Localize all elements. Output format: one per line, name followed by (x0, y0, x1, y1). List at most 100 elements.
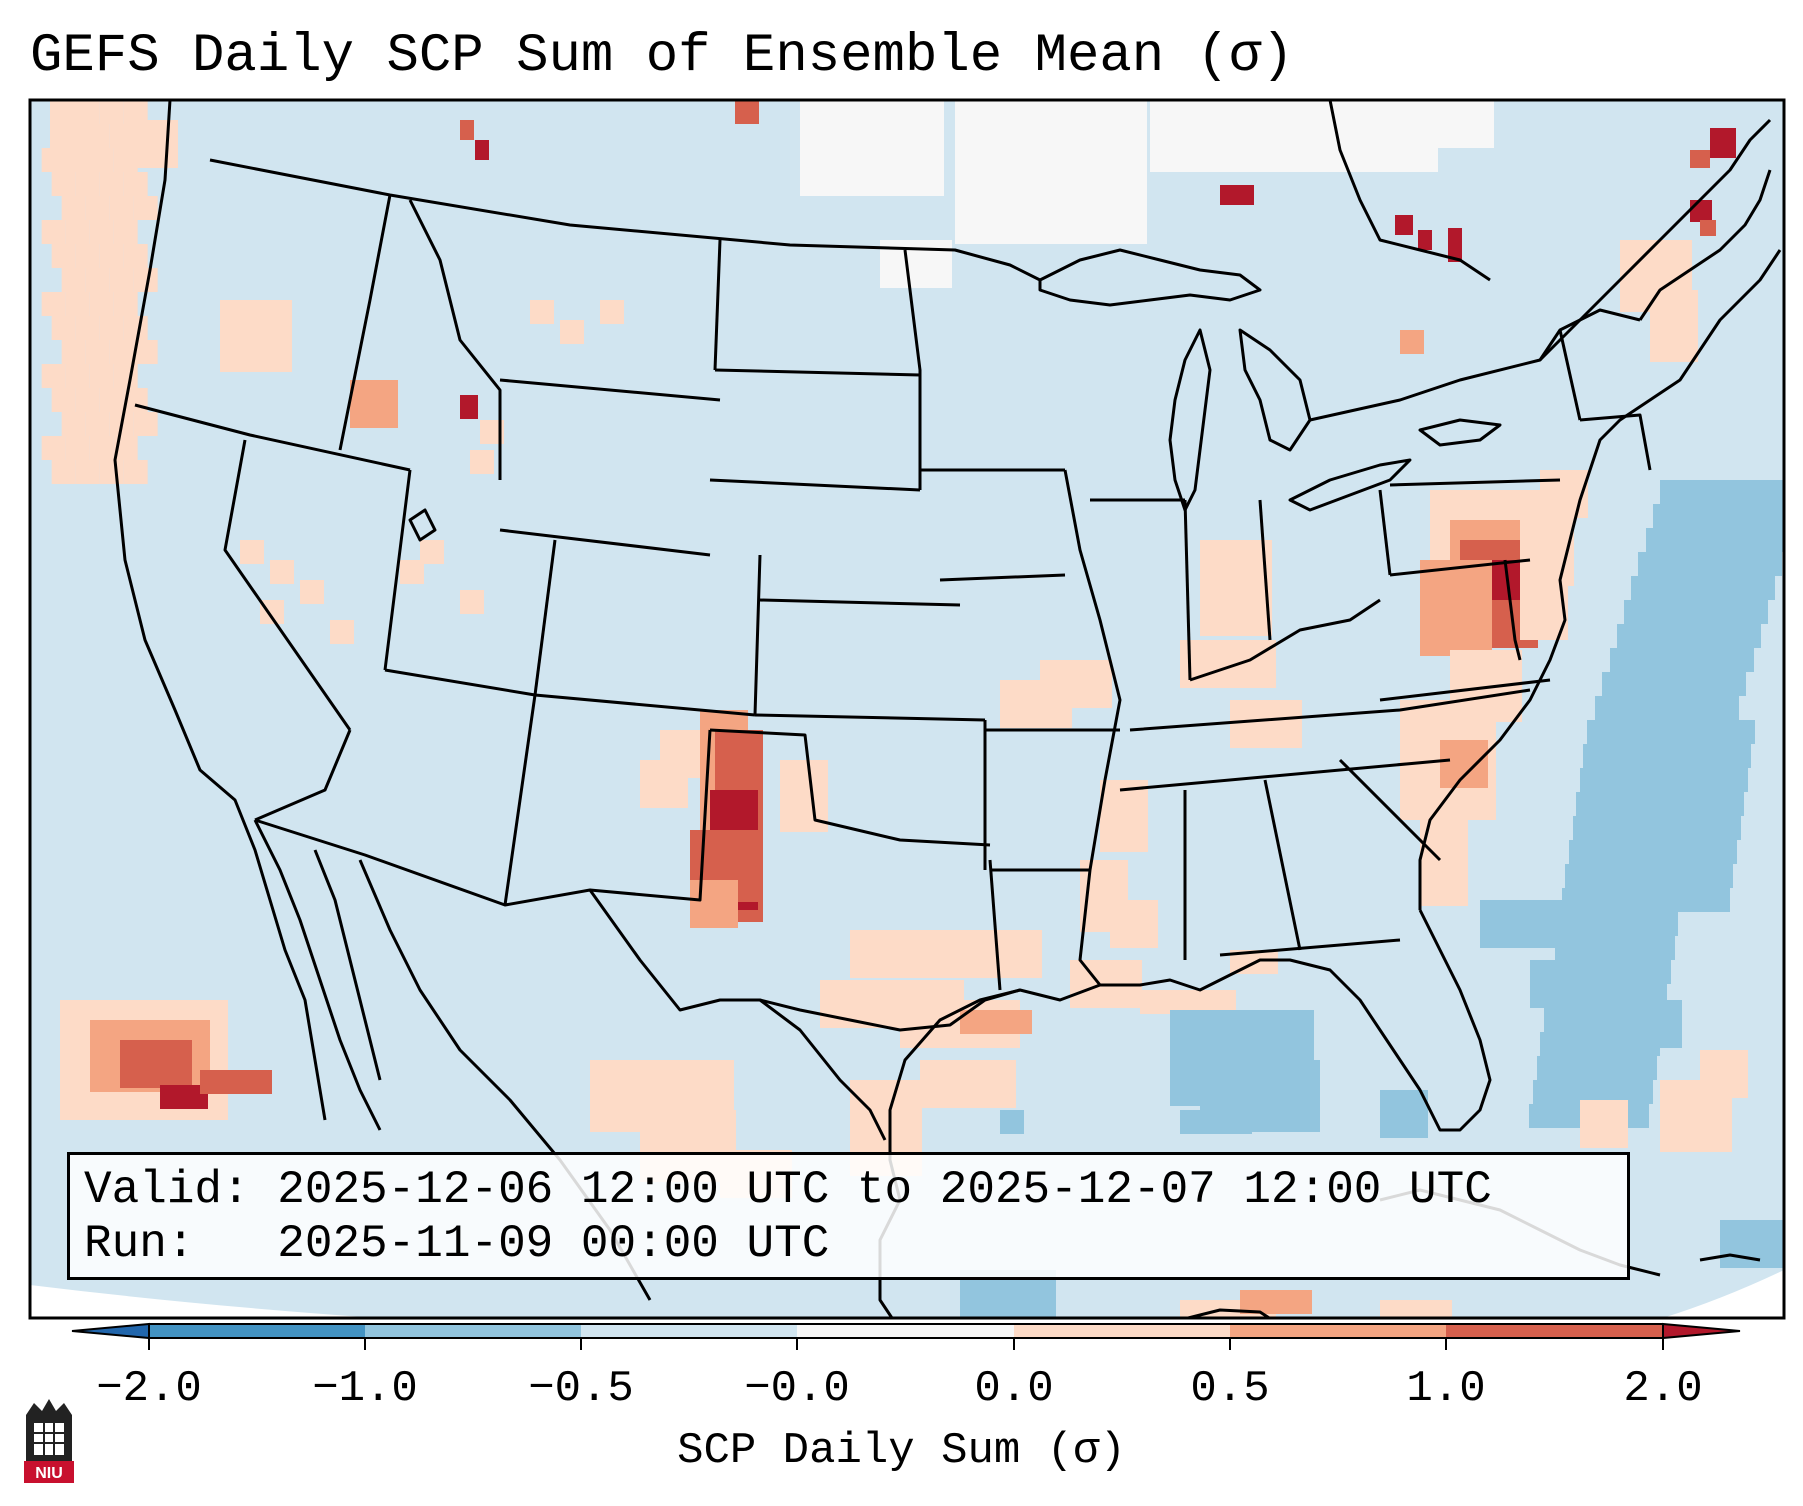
scp-cell (1390, 148, 1414, 172)
scp-cell (1170, 1082, 1194, 1106)
scp-cell (1272, 1060, 1296, 1084)
scp-cell (780, 760, 804, 784)
scp-cell (872, 172, 896, 196)
scp-cell (1027, 172, 1051, 196)
scp-cell (1646, 528, 1670, 552)
scp-cell (1124, 804, 1148, 828)
scp-cell (898, 954, 922, 978)
scp-cell (1520, 520, 1544, 544)
valid-run-box: Valid: 2025-12-06 12:00 UTC to 2025-12-0… (67, 1152, 1630, 1280)
scp-cell (1630, 912, 1654, 936)
scp-cell (1123, 124, 1147, 148)
scp-cell (1099, 196, 1123, 220)
scp-cell (1075, 220, 1099, 244)
scp-cell (1587, 720, 1611, 744)
scp-cell (1725, 504, 1749, 528)
scp-cell (640, 784, 664, 808)
scp-cell (1404, 1090, 1428, 1114)
scp-cell (460, 395, 478, 419)
scp-cell (955, 220, 979, 244)
scp-cell (1685, 864, 1709, 888)
scp-cell (1420, 608, 1444, 632)
scp-cell (1668, 240, 1692, 264)
scp-cell (1366, 148, 1390, 172)
scp-cell (1094, 960, 1118, 984)
scp-cell (1700, 1074, 1724, 1098)
scp-cell (123, 316, 148, 340)
scp-cell (1446, 100, 1470, 124)
scp-cell (1585, 1056, 1609, 1080)
lake-erie (1288, 458, 1412, 512)
scp-cell (710, 1060, 734, 1084)
oh-river (1189, 598, 1381, 682)
scp-cell (715, 754, 739, 778)
scp-cell (1544, 1008, 1568, 1032)
scp-cell (1252, 664, 1276, 688)
chesapeake-bay (1503, 559, 1522, 661)
scp-cell (1742, 528, 1766, 552)
scp-cell (85, 196, 110, 220)
scp-cell (1606, 912, 1630, 936)
in-oh (1258, 499, 1272, 641)
scp-cell (1248, 1060, 1272, 1084)
scp-cell (1530, 960, 1554, 984)
scp-cell (120, 1064, 144, 1088)
scp-cell (1064, 660, 1088, 684)
scp-cell (1660, 1128, 1684, 1152)
scp-cell (1444, 882, 1468, 906)
scp-cell (1611, 720, 1635, 744)
scp-cell (1703, 576, 1727, 600)
scp-cell (1751, 576, 1775, 600)
scp-cell (640, 1110, 664, 1134)
scp-cell (1689, 624, 1713, 648)
scp-cell (1272, 1084, 1296, 1108)
scp-cell (944, 1060, 968, 1084)
scp-cell (898, 930, 922, 954)
scp-cell (1682, 888, 1706, 912)
scp-cell (1528, 900, 1552, 924)
scp-cell (1400, 748, 1424, 772)
scp-cell (1200, 1060, 1224, 1084)
scp-cell (1064, 684, 1088, 708)
scp-cell (928, 240, 952, 264)
tn-south (1119, 758, 1451, 792)
scp-cell (1246, 148, 1270, 172)
scp-cell (1404, 1300, 1428, 1318)
scp-cell (1418, 230, 1432, 250)
scp-cell (1690, 150, 1710, 168)
scp-cell (168, 1064, 192, 1088)
scp-cell (896, 172, 920, 196)
scp-cell (61, 340, 86, 364)
scp-cell (1660, 1080, 1684, 1104)
scp-cell (920, 100, 944, 124)
colorbar-tick-label: −2.0 (96, 1364, 202, 1414)
scp-cell (944, 1084, 968, 1108)
scp-cell (1444, 608, 1468, 632)
scp-cell (1224, 1060, 1248, 1084)
scp-cell (1520, 592, 1544, 616)
scp-cell (660, 730, 684, 754)
scp-cell (664, 1110, 688, 1134)
scp-cell (850, 930, 874, 954)
scp-cell (920, 172, 944, 196)
scp-cell (123, 244, 148, 268)
scp-cell (220, 300, 244, 324)
scp-cell (1662, 552, 1686, 576)
scp-cell (844, 980, 868, 1004)
colorbar-over-arrow (1662, 1322, 1741, 1340)
pa-ny (1389, 478, 1561, 487)
scp-cell (946, 954, 970, 978)
scp-cell (1027, 124, 1051, 148)
scp-cell (1672, 792, 1696, 816)
scp-cell (1644, 264, 1668, 288)
scp-cell (1218, 1034, 1242, 1058)
scp-cell (99, 172, 124, 196)
scp-cell (1480, 924, 1504, 948)
scp-cell (738, 854, 762, 878)
scp-cell (1634, 1024, 1658, 1048)
canada-us-border-east (1309, 308, 1641, 422)
scp-cell (662, 1060, 686, 1084)
scp-cell (638, 1084, 662, 1108)
scp-cell (51, 244, 76, 268)
scp-cell (1294, 100, 1318, 124)
